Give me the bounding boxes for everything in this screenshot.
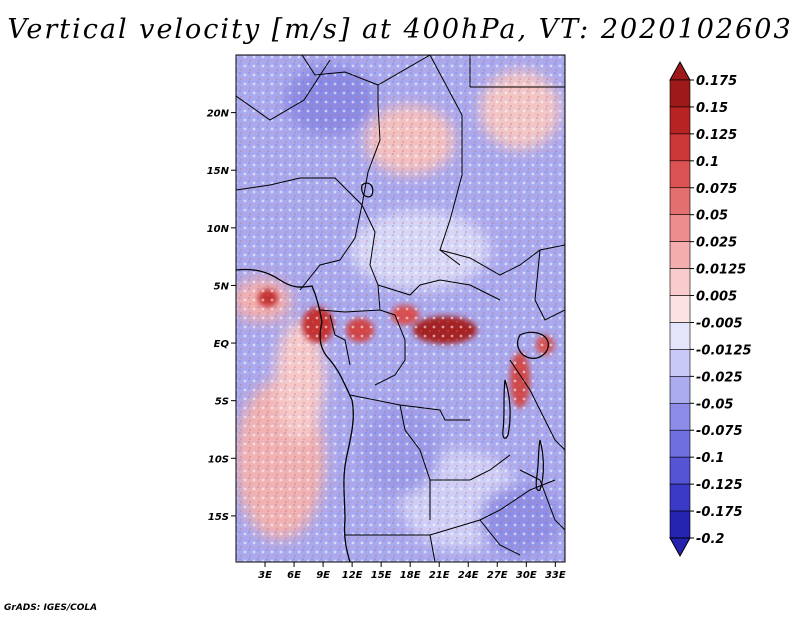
lon-tick-label: 27E — [487, 570, 508, 581]
colorbar-swatch — [669, 133, 691, 162]
lat-tick-label: EQ — [214, 339, 230, 350]
border-congo-drc — [374, 314, 406, 386]
border-car-south — [377, 279, 501, 301]
lon-tick-label: 12E — [342, 570, 363, 581]
colorbar-swatch — [669, 349, 691, 377]
colorbar-label: -0.025 — [696, 370, 743, 385]
colorbar-label: 0.15 — [696, 101, 728, 116]
lon-tick-label: 30E — [516, 570, 537, 581]
velocity-field — [236, 55, 565, 562]
colorbar-label: 0.1 — [696, 155, 719, 170]
colorbar-swatch — [669, 241, 691, 269]
colorbar-label: -0.2 — [696, 532, 724, 547]
colorbar-label: -0.005 — [696, 316, 743, 331]
lon-tick-label: 3E — [258, 570, 272, 581]
field-texture — [236, 55, 565, 562]
border-algeria-libya — [301, 55, 379, 105]
border-angola-east — [399, 404, 431, 520]
lon-tick-label: 15E — [371, 570, 392, 581]
lat-tick-label: 10S — [208, 454, 229, 465]
lon-tick-label: 18E — [400, 570, 421, 581]
colorbar-label: -0.125 — [696, 478, 743, 493]
border-namibia-angola — [345, 519, 481, 536]
border-sudan-south — [439, 244, 565, 276]
chart-title: Vertical velocity [m/s] at 400hPa, VT: 2… — [7, 14, 793, 45]
colorbar-label: 0.175 — [696, 74, 737, 89]
colorbar-swatch — [669, 402, 691, 431]
colorbar-swatch — [669, 295, 691, 323]
colorbar-label: 0.05 — [696, 209, 728, 224]
colorbar-swatch — [669, 268, 691, 296]
border-cameroon-gabon — [319, 309, 396, 316]
coastline — [236, 268, 354, 562]
lake-victoria — [517, 331, 549, 359]
longitude-axis: 3E 6E 9E 12E 15E 18E 21E 24E 27E 30E 33E — [258, 562, 566, 581]
colorbar-label: 0.125 — [696, 128, 737, 143]
border-zambia-zimbabwe — [479, 479, 556, 521]
colorbar-label: 0.025 — [696, 236, 737, 251]
lake-tanganyika — [502, 379, 511, 439]
border-tanzania — [509, 359, 565, 451]
border-mozambique — [519, 469, 565, 531]
lat-tick-label: 15N — [207, 166, 230, 177]
grads-credit: GrADS: IGES/COLA — [4, 603, 98, 613]
colorbar-label: -0.075 — [696, 424, 743, 439]
lon-tick-label: 6E — [287, 570, 301, 581]
lake-chad — [361, 182, 374, 198]
colorbar-swatch — [669, 483, 691, 512]
plot-frame — [235, 54, 566, 563]
colorbar-swatch — [669, 510, 691, 539]
colorbar-swatch — [669, 79, 691, 108]
border-zimbabwe-south — [479, 519, 521, 556]
lat-tick-label: 15S — [208, 512, 229, 523]
lake-malawi — [535, 439, 544, 492]
colorbar-swatch — [669, 187, 691, 216]
lat-tick-label: 20N — [207, 109, 230, 120]
country-borders — [236, 55, 565, 562]
colorbar-swatch — [669, 106, 691, 135]
border-nigeria-north — [236, 177, 363, 206]
lat-tick-label: 5S — [215, 397, 229, 408]
colorbar-label: -0.1 — [696, 451, 724, 466]
border-cameroon-car — [369, 231, 381, 311]
colorbar-swatch — [669, 160, 691, 189]
lon-tick-label: 9E — [316, 570, 330, 581]
border-libya-sudan — [377, 55, 431, 86]
lat-tick-label: 5N — [214, 281, 230, 292]
border-nigeria-cameroon — [299, 204, 363, 291]
colorbar: 0.175 0.15 0.125 0.1 0.075 0.05 0.025 0.0125 0.0… — [669, 60, 752, 558]
colorbar-swatch — [669, 456, 691, 485]
latitude-axis: 20N 15N 10N 5N EQ 5S 10S 15S — [207, 109, 236, 523]
border-botswana — [429, 534, 436, 562]
lat-tick-label: 10N — [207, 224, 230, 235]
colorbar-label: -0.175 — [696, 505, 743, 520]
border-chad-sudan — [429, 55, 463, 266]
border-angola-zambia — [430, 454, 511, 481]
border-uganda-kenya — [534, 249, 565, 321]
colorbar-swatch — [669, 214, 691, 242]
colorbar-swatch — [669, 429, 691, 458]
colorbar-swatch — [669, 322, 691, 350]
colorbar-label: 0.0125 — [696, 263, 746, 278]
colorbar-top-arrow — [669, 60, 691, 81]
border-mali-niger — [236, 59, 331, 121]
border-niger-chad — [361, 104, 381, 233]
colorbar-swatch — [669, 376, 691, 404]
colorbar-label: -0.05 — [696, 397, 733, 412]
lon-tick-label: 24E — [458, 570, 479, 581]
colorbar-label: 0.005 — [696, 290, 737, 305]
border-drc-angola — [349, 394, 470, 421]
lon-tick-label: 21E — [429, 570, 450, 581]
lon-tick-label: 33E — [545, 570, 566, 581]
border-gabon-congo — [329, 314, 351, 366]
colorbar-bottom-arrow — [669, 537, 691, 558]
colorbar-label: 0.075 — [696, 182, 737, 197]
colorbar-label: -0.0125 — [696, 343, 752, 358]
